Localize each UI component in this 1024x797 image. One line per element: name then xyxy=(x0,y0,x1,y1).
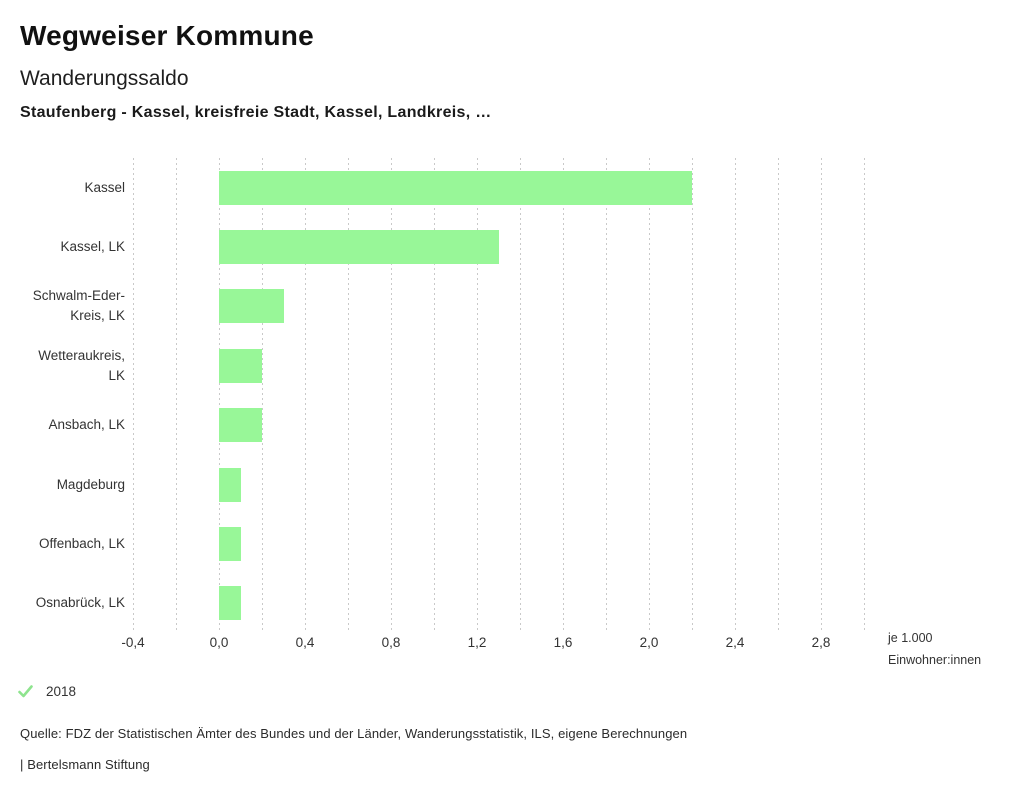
x-axis-unit-label: je 1.000 Einwohner:innen xyxy=(888,631,982,667)
x-tick-label: 1,6 xyxy=(553,635,573,650)
plot-area xyxy=(133,158,865,633)
app-title: Wegweiser Kommune xyxy=(20,20,314,51)
gridline xyxy=(692,158,693,633)
bar-osnabr-ck-lk[interactable] xyxy=(219,586,241,621)
category-label: Magdeburg xyxy=(56,476,125,492)
bar-magdeburg[interactable] xyxy=(219,467,241,502)
legend-item-2018[interactable]: 2018 xyxy=(18,684,76,699)
bar-schwalm-eder-kreis-lk[interactable] xyxy=(219,289,284,324)
gridline xyxy=(391,158,392,633)
x-tick-label: 0,0 xyxy=(209,635,229,650)
gridline xyxy=(219,158,220,633)
chart-subtitle: Staufenberg - Kassel, kreisfreie Stadt, … xyxy=(20,104,492,121)
bar-kassel[interactable] xyxy=(219,170,692,205)
x-tick-label: 2,4 xyxy=(725,635,745,650)
category-label: Offenbach, LK xyxy=(38,535,125,551)
gridline xyxy=(262,158,263,633)
category-label: Kassel xyxy=(84,179,125,195)
x-tick-label: 2,0 xyxy=(639,635,659,650)
category-label: Schwalm-Eder- Kreis, LK xyxy=(32,288,125,324)
bar-offenbach-lk[interactable] xyxy=(219,526,241,561)
gridline xyxy=(348,158,349,633)
bar-ansbach-lk[interactable] xyxy=(219,408,262,443)
gridline xyxy=(649,158,650,633)
gridline xyxy=(176,158,177,633)
chart-title: Wanderungssaldo xyxy=(20,67,189,90)
legend-label: 2018 xyxy=(46,684,77,699)
gridline xyxy=(563,158,564,633)
x-tick-label: -0,4 xyxy=(121,635,145,650)
bar-chart: Kassel Kassel, LK Schwalm-Eder- Kreis, LK W… xyxy=(0,158,1024,633)
category-label: Wetteraukreis, LK xyxy=(38,347,125,383)
x-tick-label: 0,8 xyxy=(381,635,401,650)
gridline xyxy=(778,158,779,633)
gridline xyxy=(520,158,521,633)
gridline xyxy=(305,158,306,633)
check-icon xyxy=(18,685,33,698)
gridline xyxy=(735,158,736,633)
header: Wegweiser Kommune Wanderungssaldo Staufe… xyxy=(20,20,980,122)
attribution-text: | Bertelsmann Stiftung xyxy=(20,757,150,772)
gridline xyxy=(477,158,478,633)
y-axis-labels: Kassel Kassel, LK Schwalm-Eder- Kreis, LK W… xyxy=(0,158,125,633)
bar-kassel-lk[interactable] xyxy=(219,230,499,265)
gridline xyxy=(606,158,607,633)
category-label: Kassel, LK xyxy=(60,239,125,255)
bar-wetteraukreis-lk[interactable] xyxy=(219,348,262,383)
category-label: Ansbach, LK xyxy=(48,417,125,433)
x-tick-label: 2,8 xyxy=(811,635,831,650)
source-text: Quelle: FDZ der Statistischen Ämter des … xyxy=(20,726,688,741)
gridline xyxy=(434,158,435,633)
x-axis-ticks: -0,4 0,0 0,4 0,8 1,2 1,6 2,0 2,4 2,8 xyxy=(0,635,1024,655)
gridline xyxy=(133,158,134,633)
x-tick-label: 0,4 xyxy=(295,635,315,650)
gridline xyxy=(864,158,865,633)
category-label: Osnabrück, LK xyxy=(35,595,125,611)
gridline xyxy=(821,158,822,633)
x-tick-label: 1,2 xyxy=(467,635,487,650)
